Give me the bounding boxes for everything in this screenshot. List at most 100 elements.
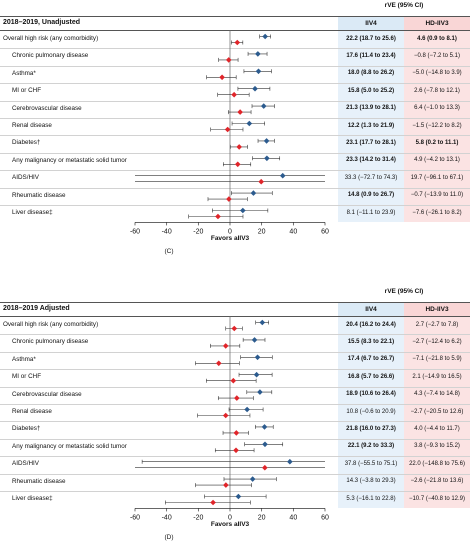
x-tick-label: -20 [193, 514, 203, 521]
iiv4-estimate-text: 23.1 (17.7 to 28.1) [346, 139, 396, 146]
hd-iiv3-point-estimate [262, 464, 268, 471]
forest-plot: -60 -40 -20 0 20 40 60 [130, 30, 329, 235]
hd-iiv3-point-estimate [233, 430, 240, 436]
iiv4-estimate-text: 37.8 (−55.5 to 75.1) [344, 460, 398, 467]
column-header-hd-iiv3: HD-IIV3 [404, 302, 470, 317]
iiv4-point-estimate [250, 190, 257, 196]
iiv4-estimate-text: 20.4 (16.2 to 24.4) [346, 321, 396, 328]
hd-iiv3-point-estimate [236, 144, 242, 150]
hd-iiv3-estimate-text: −7.1 (−21.8 to 5.9) [412, 356, 462, 363]
hd-iiv3-point-estimate [225, 57, 232, 63]
hd-iiv3-point-estimate [222, 412, 229, 419]
panel-letter: (C) [164, 248, 174, 256]
hd-iiv3-estimate-text: 4.6 (0.9 to 8.1) [417, 35, 457, 42]
hd-iiv3-estimate-text: −0.7 (−13.9 to 11.0) [410, 192, 464, 199]
hd-iiv3-estimate-text: 6.4 (−1.0 to 13.3) [414, 105, 460, 112]
x-tick-label: 60 [321, 228, 329, 235]
iiv4-estimate-text: 16.8 (5.7 to 26.6) [347, 373, 395, 380]
iiv4-estimate-text: 18.0 (8.8 to 26.2) [347, 70, 395, 77]
hd-iiv3-estimate-text: 5.8 (0.2 to 11.1) [415, 139, 459, 146]
iiv4-point-estimate [249, 476, 256, 482]
row-separator [0, 421, 470, 423]
iiv4-point-estimate [240, 207, 246, 214]
x-tick-label: -20 [193, 228, 203, 235]
hd-iiv3-point-estimate [224, 126, 231, 133]
rve-column-header: rVE (95% CI) [384, 2, 424, 9]
x-tick-label: -40 [162, 514, 172, 521]
row-label: Rheumatic disease [12, 477, 66, 485]
hd-iiv3-point-estimate [234, 161, 241, 168]
row-separator [0, 491, 470, 492]
iiv4-point-estimate [254, 354, 261, 361]
iiv4-point-estimate [255, 51, 261, 57]
hd-iiv3-point-estimate [234, 39, 241, 46]
hd-iiv3-point-estimate [233, 447, 239, 454]
row-separator [0, 65, 470, 67]
hd-iiv3-estimate-text: 2.6 (−7.8 to 12.1) [414, 87, 460, 94]
iiv4-estimate-text: 18.9 (10.6 to 26.4) [346, 391, 396, 398]
iiv4-point-estimate [261, 424, 268, 430]
row-label: Asthma* [12, 355, 36, 363]
iiv4-estimate-text: 33.3 (−72.7 to 74.3) [344, 174, 398, 181]
row-label: Chronic pulmonary disease [12, 338, 89, 346]
row-label: Liver disease‡ [12, 495, 53, 502]
rve-column-header: rVE (95% CI) [384, 288, 424, 295]
iiv4-point-estimate [251, 337, 258, 343]
hd-iiv3-estimate-text: −5.0 (−14.8 to 3.9) [412, 70, 462, 77]
row-label: Renal disease [12, 122, 52, 129]
iiv4-estimate-text: 10.8 (−0.6 to 20.9) [346, 408, 396, 415]
column-header-iiv4: IIV4 [338, 16, 404, 31]
iiv4-column-background [338, 30, 404, 223]
hd-iiv3-point-estimate [223, 482, 229, 488]
iiv4-estimate-text: 12.2 (1.3 to 21.9) [347, 122, 395, 129]
iiv4-estimate-text: 14.3 (−3.8 to 29.3) [346, 478, 396, 485]
hd-iiv3-estimate-text: 4.3 (−7.4 to 14.8) [414, 391, 460, 398]
hd-iiv3-estimate-text: −10.7 (−40.8 to 12.9) [408, 495, 466, 502]
forest-plot: -60 -40 -20 0 20 40 60 [130, 316, 329, 521]
hd-iiv3-estimate-text: 4.9 (−4.2 to 13.1) [414, 157, 460, 164]
hd-iiv3-estimate-text: −2.7 (−12.4 to 6.2) [412, 338, 462, 345]
iiv4-point-estimate [244, 406, 250, 413]
hd-iiv3-point-estimate [234, 395, 240, 401]
iiv4-estimate-text: 21.3 (13.9 to 28.1) [346, 105, 396, 112]
row-label: AIDS/HIV [12, 460, 39, 468]
row-label: Renal disease [12, 408, 52, 415]
hd-iiv3-estimate-text: 3.8 (−9.3 to 15.2) [414, 443, 460, 450]
row-separator [0, 152, 470, 154]
row-separator [0, 438, 470, 440]
forest-panel-d: rVE (95% CI) 2018–2019 Adjusted IIV4 HD-IIV… [0, 286, 470, 550]
iiv4-estimate-text: 17.4 (6.7 to 26.7) [347, 356, 395, 363]
panel-title: 2018–2019, Unadjusted [3, 19, 81, 26]
iiv4-point-estimate [262, 441, 268, 448]
iiv4-estimate-text: 21.8 (16.0 to 27.3) [346, 425, 396, 432]
row-label: Overall high risk (any comorbidity) [3, 35, 99, 42]
forest-panel-c: rVE (95% CI) 2018–2019, Unadjusted IIV4 HD-… [0, 0, 470, 262]
iiv4-estimate-text: 15.8 (5.0 to 25.2) [347, 87, 395, 94]
x-tick-label: 40 [289, 228, 297, 235]
iiv4-point-estimate [287, 458, 293, 465]
row-separator [0, 386, 470, 388]
hd-iiv3-point-estimate [215, 213, 221, 220]
hd-iiv3-estimate-text: 4.0 (−4.4 to 11.7) [414, 425, 460, 432]
row-separator [0, 334, 470, 336]
iiv4-estimate-text: 22.1 (9.2 to 33.3) [347, 443, 395, 450]
iiv4-point-estimate [279, 172, 286, 179]
x-tick-label: -60 [130, 514, 140, 521]
hd-iiv3-estimate-text: −2.7 (−20.5 to 12.6) [410, 408, 464, 415]
iiv4-estimate-text: 5.3 (−16.1 to 22.8) [346, 495, 396, 502]
hd-iiv3-estimate-text: 2.1 (−14.9 to 16.5) [412, 373, 462, 380]
row-separator [0, 170, 470, 172]
iiv4-point-estimate [257, 389, 263, 395]
row-label: Liver disease‡ [12, 209, 53, 216]
x-tick-label: 20 [258, 514, 266, 521]
column-header-hd-iiv3: HD-IIV3 [404, 16, 470, 31]
row-separator [0, 118, 470, 119]
hd-iiv3-point-estimate [226, 196, 232, 202]
row-label: MI or CHF [12, 373, 42, 381]
row-label: Diabetes† [12, 139, 41, 147]
hd-iiv3-point-estimate [258, 178, 264, 185]
iiv4-estimate-text: 15.5 (8.3 to 22.1) [347, 338, 395, 345]
iiv4-point-estimate [262, 33, 268, 40]
iiv4-point-estimate [255, 68, 262, 75]
row-label: Cerebrovascular disease [12, 390, 82, 398]
